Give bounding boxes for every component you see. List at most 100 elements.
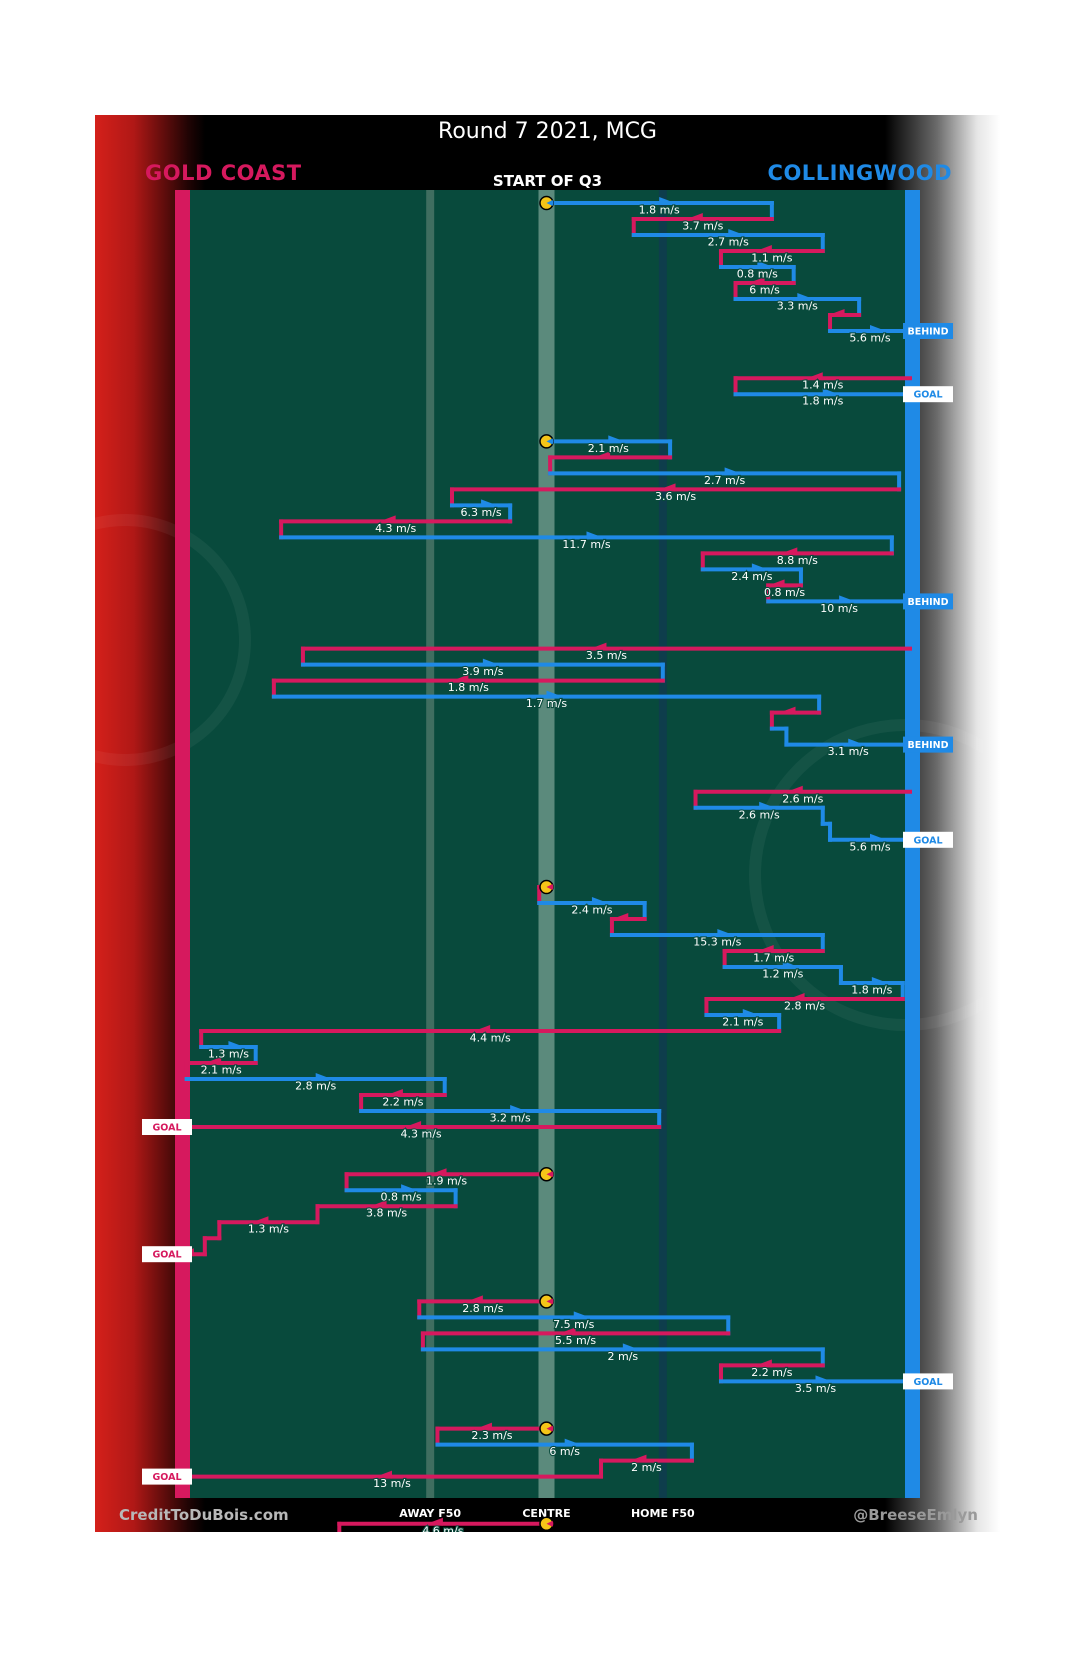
outcome-badge [903, 593, 953, 610]
outcome-badge [903, 323, 953, 339]
chain-arrow [379, 515, 396, 524]
speed-label: 1.8 m/s [448, 681, 489, 694]
speed-label: 15.3 m/s [693, 936, 741, 949]
chain-arrow [782, 961, 799, 969]
chain-arrow [228, 1041, 245, 1049]
chain-arrow [717, 929, 734, 937]
chain-arrow [788, 993, 805, 1001]
chain-arrow [724, 467, 741, 476]
chain-arrow [559, 1327, 576, 1336]
chain-arrow [822, 388, 839, 397]
speed-label: 2 m/s [631, 1461, 662, 1474]
speed-label: 1.8 m/s [639, 204, 680, 217]
chain-arrow [757, 261, 774, 269]
chain-arrow [871, 977, 888, 985]
reference-band [658, 190, 667, 1498]
axis-tick-label: HOME F50 [631, 1507, 695, 1520]
axis-tick-label: AWAY F50 [399, 1507, 461, 1520]
speed-label: 1.9 m/s [426, 1175, 467, 1188]
team-label-collingwood: COLLINGWOOD [767, 161, 952, 185]
stoppage-marker-wedge [546, 1520, 554, 1527]
chain-arrow [755, 245, 772, 253]
speed-label: 3.6 m/s [655, 490, 696, 503]
stoppage-marker-wedge [546, 438, 554, 445]
chain-arrow [622, 1343, 639, 1352]
speed-label: 6 m/s [549, 1445, 580, 1458]
speed-label: 1.8 m/s [802, 395, 843, 408]
speed-label: 1.7 m/s [753, 952, 794, 965]
speed-label: 3.5 m/s [795, 1382, 836, 1395]
chain-arrow [482, 658, 499, 667]
goal-line-gold-coast [175, 190, 190, 1498]
chart-title: Round 7 2021, MCG [438, 119, 657, 144]
chain-arrow [757, 945, 774, 953]
chain-arrow [659, 483, 676, 492]
outcome-label: BEHIND [907, 597, 948, 608]
outcome-badge [142, 1246, 192, 1263]
speed-label: 1.3 m/s [208, 1048, 249, 1061]
chain-arrow [376, 1470, 393, 1479]
chain-arrow [590, 642, 607, 651]
credit-left: CreditToDuBois.com [119, 1506, 289, 1524]
chain-arrow [426, 1517, 443, 1526]
chain-arrow [755, 1359, 772, 1368]
chain-arrow [630, 1454, 647, 1463]
chain-arrow [797, 293, 814, 301]
axis-tick-label: CENTRE [522, 1507, 570, 1520]
speed-label: 0.8 m/s [764, 586, 805, 599]
chain-arrow [686, 213, 703, 221]
speed-label: 2.1 m/s [201, 1064, 242, 1077]
speed-label: 4.4 m/s [470, 1032, 511, 1045]
stoppage-marker-wedge [546, 1425, 554, 1432]
chain-arrow [466, 1295, 483, 1304]
speed-label: 4.3 m/s [401, 1128, 442, 1141]
chain-arrow [252, 1216, 269, 1225]
speed-label: 2.7 m/s [708, 236, 749, 249]
team-label-gold-coast: GOLD COAST [145, 161, 302, 185]
speed-label: 2.8 m/s [462, 1302, 503, 1315]
speed-label: 3.2 m/s [490, 1112, 531, 1125]
speed-label: 2.6 m/s [739, 808, 780, 821]
outcome-label: BEHIND [907, 327, 948, 338]
chain-arrow [401, 1184, 418, 1193]
stoppage-marker-wedge [546, 884, 554, 890]
chain-arrow [475, 1422, 492, 1431]
chain-arrow [205, 1057, 222, 1065]
speed-label: 1.3 m/s [248, 1223, 289, 1236]
chain-arrow [786, 785, 803, 794]
outcome-badge [903, 831, 953, 848]
speed-label: 3.7 m/s [682, 220, 723, 233]
speed-label: 3.1 m/s [828, 745, 869, 758]
chain-arrow [546, 690, 563, 699]
reference-band [426, 190, 435, 1498]
speed-label: 2.4 m/s [571, 904, 612, 917]
speed-label: 1.2 m/s [762, 968, 803, 981]
speed-label: 6 m/s [749, 284, 780, 297]
speed-label: 2.4 m/s [731, 570, 772, 583]
chain-arrow [815, 1375, 832, 1384]
speed-label: 3.8 m/s [366, 1207, 407, 1220]
outcome-label: GOAL [152, 1123, 181, 1134]
chain-arrow [806, 372, 823, 381]
chain-arrow [370, 1200, 387, 1209]
chain-arrow [759, 801, 776, 810]
speed-label: 2.8 m/s [784, 1000, 825, 1013]
chain-arrow [612, 913, 629, 921]
chain-arrow [828, 309, 845, 317]
chain-arrow [748, 277, 765, 285]
chain-arrow [659, 197, 676, 205]
outcome-label: GOAL [913, 1377, 942, 1388]
chain-arrow [586, 531, 603, 540]
chart-subtitle: START OF Q3 [492, 172, 603, 190]
speed-label: 6.3 m/s [460, 506, 501, 519]
speed-label: 5.5 m/s [555, 1334, 596, 1347]
chain-arrow [430, 1168, 447, 1177]
outcome-badge [903, 1373, 953, 1390]
chain-arrow [386, 1089, 403, 1097]
chain-arrow [742, 1009, 759, 1017]
chain-arrow [839, 595, 856, 604]
chain-arrow [510, 1105, 527, 1113]
chain-arrow [870, 833, 887, 842]
outcome-badge [903, 386, 953, 403]
